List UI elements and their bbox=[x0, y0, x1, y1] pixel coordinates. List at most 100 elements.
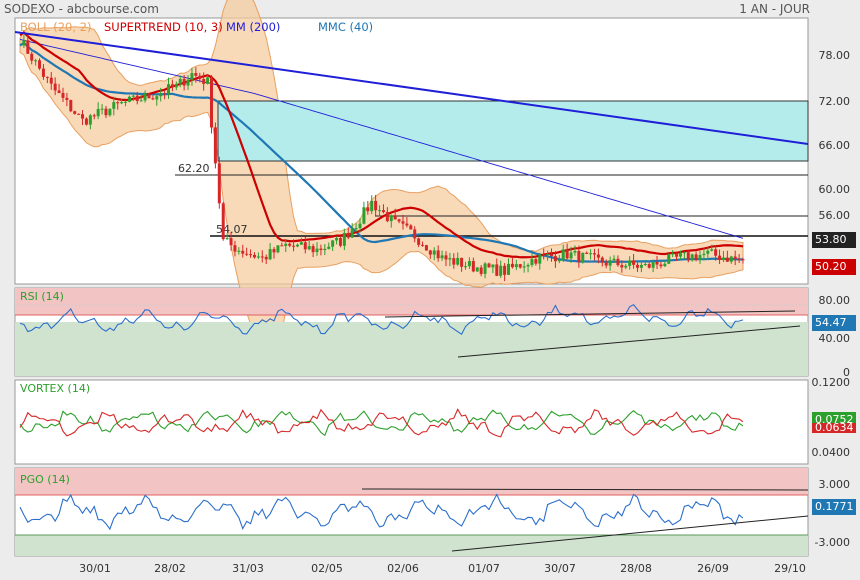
candle-body bbox=[616, 258, 620, 266]
candle-body bbox=[737, 258, 741, 260]
candle-body bbox=[424, 245, 428, 251]
candle-body bbox=[241, 250, 245, 254]
candle-body bbox=[311, 246, 315, 253]
vortex-title: VORTEX (14) bbox=[20, 382, 90, 395]
candle-body bbox=[635, 264, 639, 268]
candle-body bbox=[725, 257, 729, 262]
x-axis-label: 26/09 bbox=[697, 562, 729, 575]
candle-body bbox=[573, 250, 577, 253]
candle-body bbox=[733, 256, 737, 259]
candle-body bbox=[667, 254, 671, 264]
supertrend-line bbox=[19, 31, 744, 259]
candle-body bbox=[589, 253, 593, 255]
pgo-y-tick: 3.000 bbox=[819, 478, 851, 491]
candle-body bbox=[237, 250, 241, 252]
candle-body bbox=[206, 77, 210, 84]
candle-body bbox=[30, 53, 34, 61]
candle-body bbox=[401, 221, 405, 224]
candle-body bbox=[467, 261, 471, 267]
candle-body bbox=[280, 245, 284, 247]
candle-body bbox=[487, 263, 491, 268]
candle-body bbox=[620, 265, 624, 268]
candle-body bbox=[510, 263, 514, 268]
rsi-y-tick: 80.00 bbox=[819, 294, 851, 307]
rsi-upper-trendline bbox=[384, 310, 796, 318]
candle-body bbox=[503, 265, 507, 275]
candle-body bbox=[245, 253, 249, 255]
candle-body bbox=[405, 223, 409, 226]
candle-body bbox=[378, 210, 382, 212]
candle-body bbox=[678, 253, 682, 257]
candle-body bbox=[409, 225, 413, 230]
x-axis-label: 28/08 bbox=[620, 562, 652, 575]
legend-item-3: MMC (40) bbox=[318, 20, 373, 34]
candle-body bbox=[225, 238, 229, 240]
candle-body bbox=[464, 266, 468, 268]
candle-body bbox=[338, 237, 342, 246]
candle-body bbox=[260, 256, 264, 258]
candle-body bbox=[632, 260, 636, 265]
candle-body bbox=[600, 257, 604, 263]
candle-body bbox=[53, 83, 57, 91]
candle-body bbox=[518, 264, 522, 268]
candle-body bbox=[202, 79, 206, 84]
x-axis-label: 28/02 bbox=[154, 562, 186, 575]
candle-body bbox=[592, 253, 596, 255]
candle-body bbox=[483, 263, 487, 274]
vortex-minus-line bbox=[19, 408, 744, 438]
candle-body bbox=[428, 250, 432, 255]
price-y-tick: 72.00 bbox=[819, 95, 851, 108]
candle-body bbox=[448, 258, 452, 260]
candle-body bbox=[26, 40, 30, 54]
candle-body bbox=[542, 254, 546, 256]
candle-body bbox=[81, 114, 85, 119]
candle-body bbox=[256, 256, 260, 258]
candle-body bbox=[354, 228, 358, 230]
candle-body bbox=[100, 108, 104, 110]
candle-body bbox=[702, 253, 706, 256]
candle-body bbox=[151, 98, 155, 100]
vortex-minus-value-tag: 0.0634 bbox=[812, 422, 856, 433]
candle-body bbox=[292, 245, 296, 247]
candle-body bbox=[77, 113, 81, 115]
candle-body bbox=[604, 262, 608, 266]
candle-body bbox=[186, 79, 190, 86]
candle-body bbox=[69, 100, 73, 112]
candle-body bbox=[706, 250, 710, 254]
price-y-tick: 60.00 bbox=[819, 183, 851, 196]
candle-body bbox=[370, 200, 374, 212]
candle-body bbox=[624, 265, 628, 268]
x-axis-label: 01/07 bbox=[468, 562, 500, 575]
candle-body bbox=[34, 60, 38, 62]
candle-body bbox=[61, 93, 65, 98]
candle-body bbox=[288, 243, 292, 246]
candle-body bbox=[174, 83, 178, 88]
candle-body bbox=[655, 261, 659, 265]
candle-body bbox=[581, 252, 585, 263]
candle-body bbox=[374, 200, 378, 211]
candle-body bbox=[499, 265, 503, 276]
candle-body bbox=[264, 256, 268, 260]
candle-body bbox=[452, 258, 456, 265]
candle-body bbox=[276, 245, 280, 253]
candle-body bbox=[38, 60, 42, 69]
candle-body bbox=[569, 252, 573, 259]
rsi-title: RSI (14) bbox=[20, 290, 64, 303]
level-label-upper: 62.20 bbox=[178, 162, 210, 175]
candle-body bbox=[49, 77, 53, 84]
candle-body bbox=[45, 76, 49, 78]
candle-body bbox=[647, 264, 651, 268]
candle-body bbox=[127, 96, 131, 102]
price-y-tick: 66.00 bbox=[819, 139, 851, 152]
candle-body bbox=[612, 258, 616, 261]
candle-body bbox=[131, 95, 135, 97]
pgo-low-zone bbox=[15, 535, 808, 556]
candle-body bbox=[397, 219, 401, 222]
candle-body bbox=[217, 163, 221, 204]
candle-body bbox=[698, 255, 702, 260]
candle-body bbox=[84, 118, 88, 125]
legend-item-0: BOLL (20, 2) bbox=[20, 20, 91, 34]
candle-body bbox=[550, 254, 554, 257]
candle-body bbox=[561, 249, 565, 260]
rsi-overbought-zone bbox=[15, 288, 808, 315]
